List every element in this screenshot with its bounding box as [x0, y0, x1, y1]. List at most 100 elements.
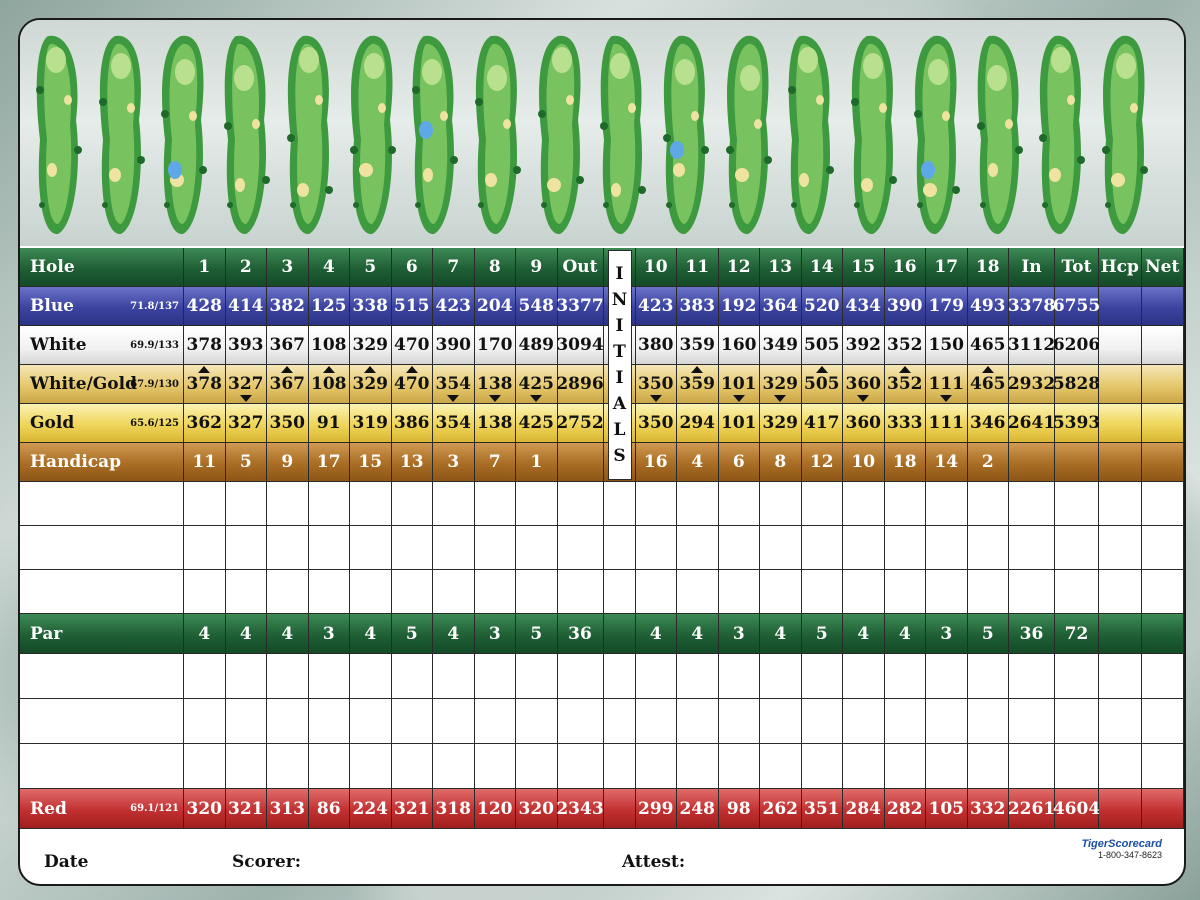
score-cell[interactable] [760, 482, 802, 526]
score-cell[interactable] [474, 699, 516, 744]
row-label[interactable] [20, 744, 184, 789]
score-cell[interactable] [184, 744, 226, 789]
score-cell[interactable] [1141, 443, 1184, 482]
score-cell[interactable] [474, 482, 516, 526]
score-cell[interactable] [1099, 482, 1142, 526]
score-cell[interactable] [926, 654, 968, 699]
score-cell[interactable] [225, 570, 267, 614]
score-cell[interactable] [1009, 526, 1055, 570]
score-cell[interactable] [557, 526, 604, 570]
score-cell[interactable] [677, 482, 719, 526]
score-cell[interactable] [967, 654, 1009, 699]
score-cell[interactable] [350, 654, 392, 699]
score-cell[interactable] [967, 699, 1009, 744]
score-cell[interactable] [308, 744, 350, 789]
score-cell[interactable] [926, 744, 968, 789]
score-cell[interactable] [1141, 654, 1184, 699]
score-cell[interactable] [677, 699, 719, 744]
score-cell[interactable]: Net [1141, 248, 1184, 287]
score-cell[interactable] [267, 654, 309, 699]
score-cell[interactable] [1099, 570, 1142, 614]
score-cell[interactable] [350, 744, 392, 789]
score-cell[interactable] [225, 744, 267, 789]
score-cell[interactable] [1009, 699, 1055, 744]
yardage-cell[interactable] [1141, 287, 1184, 326]
score-cell[interactable] [843, 654, 885, 699]
score-cell[interactable] [225, 526, 267, 570]
score-cell[interactable] [843, 526, 885, 570]
row-label[interactable] [20, 526, 184, 570]
score-cell[interactable] [474, 744, 516, 789]
yardage-cell[interactable] [1099, 287, 1142, 326]
score-cell[interactable] [1141, 482, 1184, 526]
score-cell[interactable] [1099, 526, 1142, 570]
yardage-cell[interactable] [1099, 365, 1142, 404]
score-cell[interactable] [391, 699, 433, 744]
score-cell[interactable] [1099, 744, 1142, 789]
score-cell[interactable] [718, 526, 760, 570]
score-cell[interactable] [474, 526, 516, 570]
score-cell[interactable] [801, 744, 843, 789]
score-cell[interactable] [884, 744, 926, 789]
score-cell[interactable] [1009, 570, 1055, 614]
score-cell[interactable] [1099, 699, 1142, 744]
score-cell[interactable] [308, 570, 350, 614]
score-cell[interactable] [884, 526, 926, 570]
score-cell[interactable] [801, 526, 843, 570]
score-cell[interactable] [433, 699, 475, 744]
score-cell[interactable] [1099, 614, 1142, 654]
score-cell[interactable] [677, 654, 719, 699]
score-cell[interactable] [391, 744, 433, 789]
score-cell[interactable] [884, 570, 926, 614]
row-label[interactable] [20, 570, 184, 614]
score-cell[interactable] [516, 744, 558, 789]
score-cell[interactable] [801, 482, 843, 526]
score-cell[interactable] [1055, 526, 1099, 570]
score-cell[interactable] [391, 526, 433, 570]
score-cell[interactable] [1055, 570, 1099, 614]
score-cell[interactable] [474, 570, 516, 614]
score-cell[interactable] [967, 570, 1009, 614]
score-cell[interactable] [926, 570, 968, 614]
yardage-cell[interactable] [1099, 326, 1142, 365]
yardage-cell[interactable] [1141, 365, 1184, 404]
score-cell[interactable] [1141, 614, 1184, 654]
score-cell[interactable] [184, 699, 226, 744]
score-cell[interactable] [1141, 744, 1184, 789]
score-cell[interactable] [718, 570, 760, 614]
score-cell[interactable] [516, 654, 558, 699]
score-cell[interactable] [1009, 482, 1055, 526]
score-cell[interactable] [308, 699, 350, 744]
score-cell[interactable] [1141, 526, 1184, 570]
score-cell[interactable] [516, 482, 558, 526]
score-cell[interactable] [433, 526, 475, 570]
yardage-cell[interactable] [1099, 404, 1142, 443]
score-cell[interactable] [350, 699, 392, 744]
score-cell[interactable] [1055, 654, 1099, 699]
score-cell[interactable] [801, 699, 843, 744]
score-cell[interactable] [718, 744, 760, 789]
score-cell[interactable] [1009, 744, 1055, 789]
score-cell[interactable] [1099, 654, 1142, 699]
score-cell[interactable] [350, 482, 392, 526]
score-cell[interactable] [267, 744, 309, 789]
score-cell[interactable] [967, 744, 1009, 789]
yardage-cell[interactable] [1099, 789, 1142, 829]
score-cell[interactable] [308, 526, 350, 570]
score-cell[interactable] [677, 570, 719, 614]
score-cell[interactable] [1055, 699, 1099, 744]
score-cell[interactable] [350, 570, 392, 614]
score-cell[interactable]: Hcp [1099, 248, 1142, 287]
score-cell[interactable] [926, 526, 968, 570]
score-cell[interactable] [843, 570, 885, 614]
row-label[interactable] [20, 699, 184, 744]
score-cell[interactable] [635, 482, 677, 526]
row-label[interactable] [20, 654, 184, 699]
score-cell[interactable] [760, 744, 802, 789]
score-cell[interactable] [718, 654, 760, 699]
score-cell[interactable] [635, 526, 677, 570]
score-cell[interactable] [516, 526, 558, 570]
score-cell[interactable] [433, 482, 475, 526]
score-cell[interactable] [967, 526, 1009, 570]
score-cell[interactable] [801, 570, 843, 614]
